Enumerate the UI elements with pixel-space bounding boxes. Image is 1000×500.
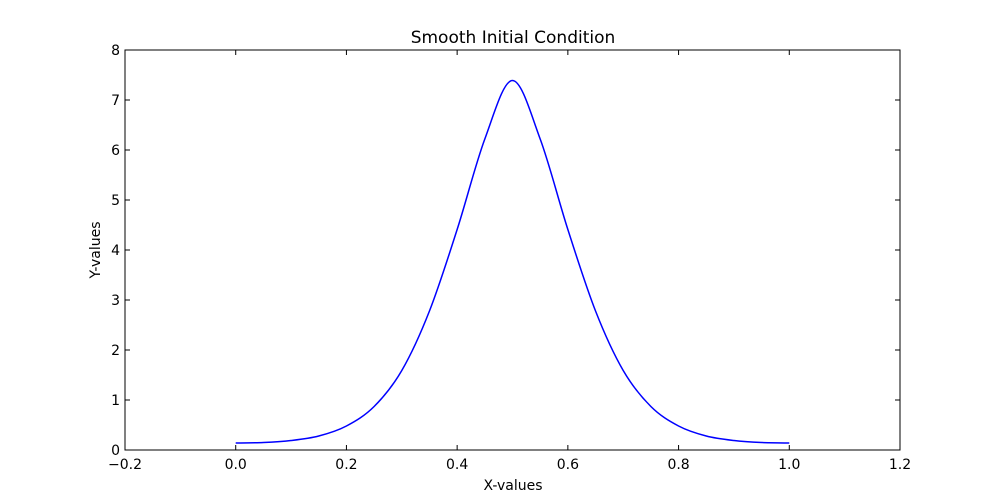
y-tick-label: 8 (111, 43, 120, 59)
x-tick-label: 0.2 (335, 457, 357, 473)
y-tick-label: 7 (111, 93, 120, 109)
series-line (235, 79, 790, 444)
y-tick-label: 0 (111, 443, 120, 459)
y-axis-label: Y-values (88, 221, 104, 279)
y-tick-label: 3 (111, 293, 120, 309)
x-tick-label: 0.8 (667, 457, 689, 473)
axis-ticks (124, 49, 901, 451)
x-tick-label: 0.0 (225, 457, 247, 473)
y-tick-label: 6 (111, 143, 120, 159)
x-axis-label: X-values (483, 478, 542, 494)
plot-area-frame (124, 49, 901, 451)
x-tick-label: −0.2 (108, 457, 142, 473)
x-tick-label: 0.6 (557, 457, 579, 473)
y-tick-label: 5 (111, 193, 120, 209)
x-tick-label: 1.0 (778, 457, 800, 473)
y-tick-label: 2 (111, 343, 120, 359)
x-tick-labels: −0.2 0.0 0.2 0.4 0.6 0.8 1.0 1.2 (108, 457, 911, 473)
y-tick-label: 1 (111, 393, 120, 409)
series-layer (235, 79, 790, 444)
x-tick-label: 0.4 (446, 457, 468, 473)
chart-title: Smooth Initial Condition (411, 28, 616, 48)
x-tick-label: 1.2 (889, 457, 911, 473)
y-tick-labels: 0 1 2 3 4 5 6 7 8 (111, 43, 120, 459)
y-tick-label: 4 (111, 243, 120, 259)
